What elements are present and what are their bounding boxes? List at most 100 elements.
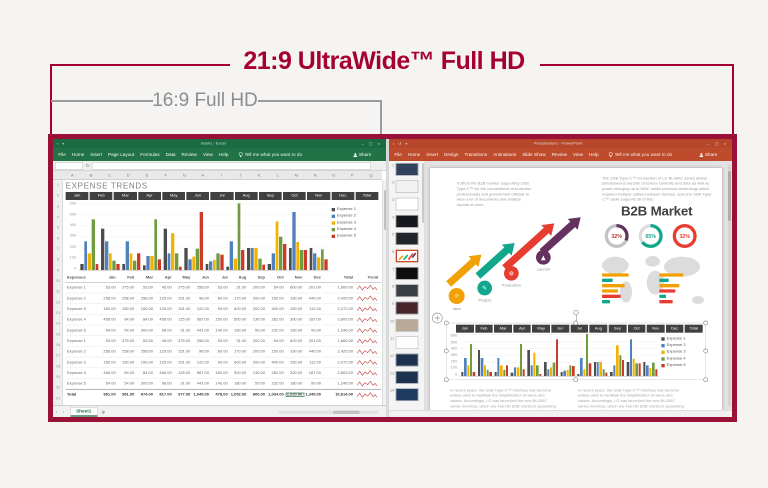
table-cell[interactable]: 258.00 — [103, 349, 116, 354]
slide-thumbnail-6[interactable] — [395, 249, 419, 263]
table-cell[interactable]: 190.00 — [290, 349, 303, 354]
table-header-total[interactable]: Total — [343, 276, 354, 281]
table-cell[interactable]: Expense 4 — [67, 371, 86, 376]
table-cell[interactable]: 54.00 — [124, 381, 135, 386]
table-cell[interactable]: 587.00 — [196, 371, 210, 376]
table-cell[interactable]: 2,072.00 — [337, 360, 354, 365]
menu-file[interactable]: File — [394, 152, 402, 158]
column-header-P[interactable]: P — [351, 173, 354, 178]
table-cell[interactable]: 150.00 — [122, 360, 135, 365]
table-cell[interactable]: 258.00 — [196, 339, 210, 344]
slide-thumbnail-12[interactable] — [395, 353, 419, 367]
menu-home[interactable]: Home — [71, 152, 85, 158]
table-cell[interactable]: 190.00 — [290, 296, 303, 301]
row-header-8[interactable]: 8 — [56, 258, 60, 263]
table-cell[interactable]: 456.00 — [159, 371, 172, 376]
table-cell[interactable]: 375.00 — [122, 339, 135, 344]
table-cell[interactable]: 122.00 — [196, 307, 210, 312]
menu-page-layout[interactable]: Page Layout — [107, 152, 135, 158]
column-header-E[interactable]: E — [145, 173, 149, 178]
table-cell[interactable]: 375.00 — [178, 339, 191, 344]
total-cell[interactable]: 1,349.00 — [305, 392, 322, 397]
table-cell[interactable]: 53.00 — [217, 285, 228, 290]
table-cell[interactable]: 375.00 — [122, 285, 135, 290]
column-header-M[interactable]: M — [294, 173, 299, 178]
column-header-J[interactable]: J — [239, 173, 242, 178]
menu-view[interactable]: View — [202, 152, 213, 158]
add-sheet-icon[interactable]: ⊕ — [101, 410, 106, 415]
table-cell[interactable]: Expense 2 — [67, 349, 86, 354]
table-cell[interactable]: 201.00 — [308, 285, 322, 290]
table-cell[interactable]: 258.00 — [122, 296, 135, 301]
row-header-6[interactable]: 6 — [56, 236, 60, 241]
table-header-feb[interactable]: Feb — [127, 276, 135, 281]
menu-help[interactable]: Help — [588, 152, 599, 158]
row-header-17[interactable]: 17 — [55, 354, 61, 359]
table-cell[interactable]: 232.00 — [271, 381, 284, 386]
resize-handle-nw[interactable] — [444, 320, 449, 326]
table-cell[interactable]: 400.00 — [271, 360, 284, 365]
table-cell[interactable]: 258.00 — [196, 285, 210, 290]
slide-thumbnail-1[interactable] — [395, 163, 419, 176]
table-header-jun[interactable]: Jun — [201, 276, 210, 281]
menu-animations[interactable]: Animations — [493, 152, 517, 158]
table-cell[interactable]: 140.00 — [215, 381, 228, 386]
column-header-D[interactable]: D — [126, 173, 130, 178]
table-cell[interactable]: 282.00 — [271, 317, 284, 322]
row-header-19[interactable]: 19 — [55, 375, 61, 380]
resize-handle-sw[interactable] — [444, 377, 449, 383]
table-cell[interactable]: 151.00 — [178, 349, 191, 354]
column-header-I[interactable]: I — [221, 173, 223, 178]
column-header-G[interactable]: G — [182, 173, 186, 178]
excel-formula-input[interactable] — [91, 162, 371, 170]
table-cell[interactable]: 2,425.00 — [337, 349, 354, 354]
slide-thumbnail-5[interactable] — [395, 232, 419, 246]
table-cell[interactable]: 2,803.00 — [337, 317, 354, 322]
table-cell[interactable]: 201.00 — [308, 339, 322, 344]
excel-vertical-scrollbar[interactable] — [382, 180, 386, 405]
table-cell[interactable]: 600.00 — [234, 307, 247, 312]
table-cell[interactable]: 150.00 — [103, 307, 116, 312]
excel-share-button[interactable]: Share — [353, 152, 381, 157]
table-cell[interactable]: 99.00 — [311, 381, 322, 386]
total-cell[interactable]: 961.00 — [103, 392, 116, 397]
table-cell[interactable]: 375.00 — [178, 285, 191, 290]
excel-tellme[interactable]: Tell me what you want to do — [238, 151, 302, 158]
table-header-apr[interactable]: Apr — [164, 276, 172, 281]
table-cell[interactable]: 53.00 — [217, 339, 228, 344]
table-cell[interactable]: 150.00 — [215, 317, 228, 322]
table-cell[interactable]: 441.00 — [196, 381, 210, 386]
rotate-handle[interactable] — [573, 310, 579, 316]
ppt-tellme[interactable]: Tell me what you want to do — [609, 151, 672, 158]
menu-file[interactable]: File — [58, 152, 66, 158]
table-cell[interactable]: 300.00 — [290, 371, 303, 376]
excel-row-headers[interactable]: 1 2 3 4 5 6 7 8 9 10 11 12 13 14 15 16 17 18 19 20 21 — [53, 180, 63, 405]
table-cell[interactable]: 125.00 — [159, 296, 172, 301]
table-cell[interactable]: 31.00 — [180, 381, 191, 386]
resize-handle-n[interactable] — [573, 320, 579, 326]
table-cell[interactable]: 1,660.00 — [337, 285, 354, 290]
table-header-trend[interactable]: Trend — [367, 276, 379, 281]
expense-bar-chart[interactable]: 600 500 400 300 200 100 0 Expense 1 Expense 2 Ex… — [66, 202, 379, 271]
row-header-21[interactable]: 21 — [55, 396, 61, 401]
table-cell[interactable]: 122.00 — [196, 360, 210, 365]
slide-thumbnail-7[interactable] — [395, 267, 419, 280]
table-cell[interactable]: 151.00 — [178, 296, 191, 301]
table-cell[interactable]: 440.00 — [308, 296, 322, 301]
table-cell[interactable]: 258.00 — [140, 349, 154, 354]
table-cell[interactable]: 400.00 — [271, 307, 284, 312]
slide-thumbnail-2[interactable] — [395, 180, 419, 194]
table-cell[interactable]: 200.00 — [252, 360, 266, 365]
table-cell[interactable]: Expense 5 — [67, 328, 86, 333]
column-header-B[interactable]: B — [89, 173, 93, 178]
table-cell[interactable]: 1,660.00 — [337, 339, 354, 344]
table-cell[interactable]: 232.00 — [271, 328, 284, 333]
table-cell[interactable]: 98.00 — [198, 296, 210, 301]
table-cell[interactable]: 112.00 — [309, 307, 322, 312]
table-cell[interactable]: 309.00 — [140, 381, 154, 386]
menu-home[interactable]: Home — [407, 152, 421, 158]
table-cell[interactable]: 98.00 — [161, 328, 172, 333]
row-header-13[interactable]: 13 — [55, 311, 61, 316]
table-cell[interactable]: 1,246.00 — [337, 328, 354, 333]
menu-insert[interactable]: Insert — [426, 152, 438, 158]
